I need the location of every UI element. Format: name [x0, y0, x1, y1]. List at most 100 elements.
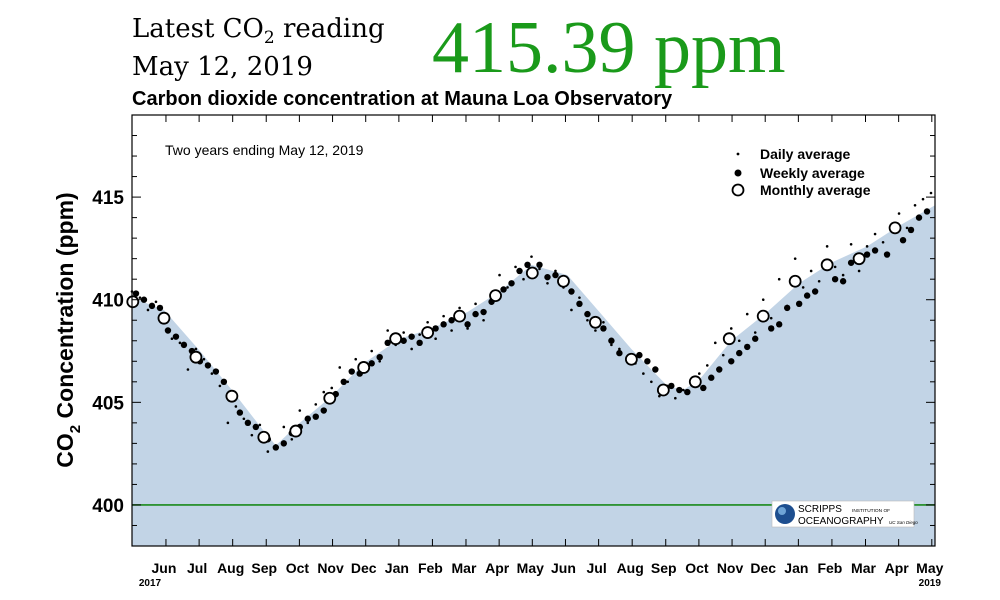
- x-tick-label: Jun: [152, 560, 177, 576]
- daily-point: [602, 320, 605, 324]
- weekly-point: [148, 302, 156, 310]
- x-tick-label: Jan: [385, 560, 409, 576]
- daily-point: [753, 331, 757, 334]
- daily-point: [298, 409, 302, 412]
- daily-point: [913, 204, 917, 207]
- latest-reading-label: Latest CO2 reading: [132, 14, 385, 49]
- chart-title: Carbon dioxide concentration at Mauna Lo…: [132, 88, 673, 110]
- daily-point: [226, 421, 230, 425]
- daily-point: [650, 380, 653, 384]
- weekly-point: [464, 321, 471, 328]
- daily-point: [322, 390, 326, 394]
- daily-point: [538, 267, 541, 271]
- x-tick-label: Jul: [587, 560, 607, 576]
- weekly-point: [244, 419, 252, 427]
- weekly-point: [552, 271, 559, 279]
- x-tick-label: Sep: [651, 560, 677, 576]
- x-tick-label: Mar: [452, 560, 477, 576]
- monthly-point: [389, 332, 403, 346]
- y-tick-label: 410: [92, 291, 124, 312]
- monthly-point: [126, 295, 140, 309]
- legend-label: Monthly average: [760, 182, 871, 198]
- daily-point: [458, 306, 461, 310]
- weekly-point: [448, 317, 455, 324]
- daily-point: [434, 337, 437, 341]
- daily-point: [705, 364, 709, 367]
- x-tick-label: Jul: [187, 560, 207, 576]
- daily-point: [929, 191, 933, 195]
- weekly-point: [172, 333, 180, 340]
- daily-point: [418, 333, 421, 336]
- daily-point: [138, 296, 142, 299]
- x-tick-label: May: [916, 560, 943, 576]
- monthly-point: [421, 326, 435, 339]
- x-tick-label: Jan: [784, 560, 808, 576]
- x-tick-label: Jun: [551, 560, 576, 576]
- daily-point: [402, 331, 405, 334]
- weekly-point: [348, 368, 355, 375]
- weekly-point: [516, 267, 523, 275]
- daily-point: [146, 308, 150, 312]
- weekly-point: [768, 325, 775, 332]
- scripps-logo-line2: OCEANOGRAPHY: [798, 516, 884, 527]
- daily-point: [530, 255, 533, 258]
- daily-point: [905, 226, 909, 230]
- daily-point: [777, 277, 781, 281]
- monthly-point: [624, 352, 638, 366]
- daily-point: [266, 450, 270, 453]
- weekly-point: [795, 300, 803, 308]
- daily-point: [761, 298, 765, 302]
- monthly-point: [189, 350, 203, 364]
- monthly-point: [557, 274, 570, 288]
- daily-point: [282, 425, 286, 429]
- daily-point: [242, 417, 246, 421]
- weekly-point: [140, 296, 148, 303]
- daily-point: [178, 341, 182, 345]
- weekly-point: [744, 343, 751, 351]
- weekly-point: [811, 288, 819, 295]
- latest-co2-value: 415.39 ppm: [432, 7, 786, 89]
- legend-weekly-marker: [734, 169, 742, 177]
- monthly-point: [820, 258, 834, 272]
- daily-point: [306, 421, 310, 425]
- weekly-point: [676, 386, 683, 394]
- weekly-point: [304, 415, 311, 422]
- daily-point: [745, 312, 749, 316]
- daily-point: [825, 245, 829, 248]
- daily-point: [793, 257, 797, 260]
- weekly-point: [212, 368, 220, 375]
- weekly-point: [400, 337, 407, 344]
- monthly-point: [788, 274, 802, 288]
- scripps-logo-box: [771, 500, 915, 528]
- scripps-globe-icon: [775, 504, 795, 524]
- chart-subtitle: Two years ending May 12, 2019: [165, 142, 364, 158]
- monthly-point: [722, 332, 736, 346]
- daily-point: [154, 300, 158, 304]
- weekly-point: [831, 275, 839, 283]
- x-tick-label: Sep: [251, 560, 277, 576]
- reading-date: May 12, 2019: [132, 52, 313, 82]
- daily-point: [410, 347, 413, 351]
- y-tick-label: 400: [92, 496, 124, 517]
- daily-point: [697, 372, 701, 375]
- weekly-point: [608, 337, 615, 344]
- legend-label: Daily average: [760, 146, 850, 162]
- daily-point: [218, 384, 222, 388]
- daily-point: [849, 243, 853, 246]
- daily-point: [881, 240, 885, 244]
- weekly-point: [863, 251, 871, 258]
- weekly-point: [280, 440, 288, 447]
- daily-point: [642, 372, 645, 375]
- daily-point: [522, 277, 525, 281]
- daily-point: [578, 296, 581, 299]
- daily-point: [713, 341, 717, 345]
- monthly-point: [888, 221, 902, 235]
- weekly-point: [728, 358, 735, 365]
- daily-point: [354, 357, 358, 361]
- legend-monthly-marker: [731, 183, 745, 197]
- weekly-point: [668, 382, 675, 390]
- daily-point: [594, 329, 597, 332]
- weekly-point: [480, 308, 487, 316]
- weekly-point: [524, 261, 531, 269]
